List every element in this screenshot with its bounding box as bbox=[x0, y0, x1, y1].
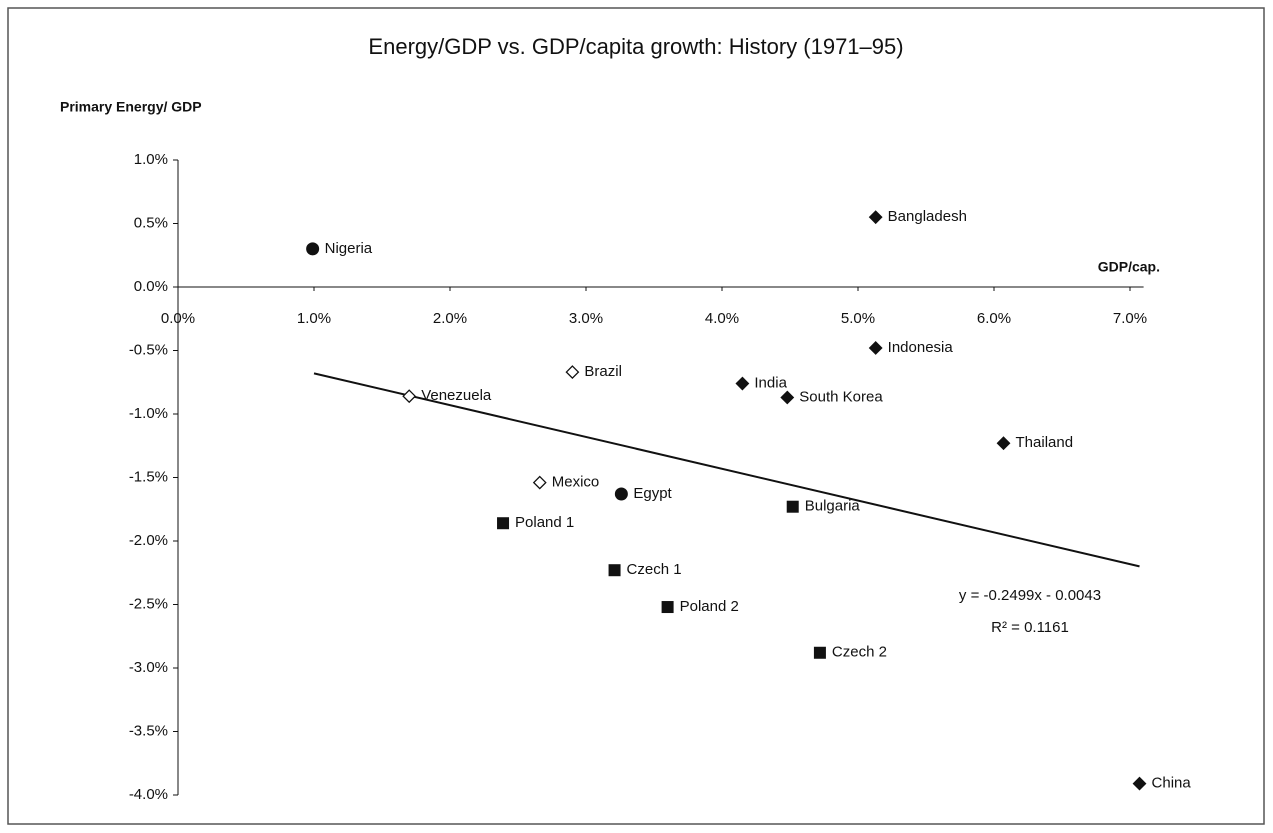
point-label: Czech 2 bbox=[832, 644, 887, 661]
point-label: Thailand bbox=[1016, 434, 1074, 451]
point bbox=[735, 376, 750, 391]
trendline bbox=[313, 372, 1140, 568]
y-tick-label: 1.0% bbox=[134, 151, 168, 168]
point-label: Poland 1 bbox=[515, 514, 574, 531]
y-tick-label: -3.0% bbox=[129, 659, 168, 676]
point-label: Indonesia bbox=[888, 339, 954, 356]
point bbox=[532, 475, 547, 490]
point-label: China bbox=[1152, 775, 1192, 792]
frame bbox=[7, 7, 1265, 825]
y-tick-label: 0.0% bbox=[134, 278, 168, 295]
point bbox=[497, 517, 510, 530]
point bbox=[813, 646, 826, 659]
trend-equation: y = -0.2499x - 0.0043 bbox=[959, 587, 1101, 604]
x-tick-label: 7.0% bbox=[1113, 310, 1147, 327]
point bbox=[306, 242, 320, 256]
point bbox=[996, 436, 1011, 451]
trend-r-squared: R² = 0.1161 bbox=[991, 619, 1069, 636]
y-tick-label: -1.0% bbox=[129, 405, 168, 422]
point bbox=[565, 365, 580, 380]
y-tick-label: -2.0% bbox=[129, 532, 168, 549]
point bbox=[1132, 776, 1147, 791]
x-tick-label: 1.0% bbox=[297, 310, 331, 327]
x-axis-title: GDP/cap. bbox=[1098, 259, 1160, 275]
point bbox=[402, 389, 417, 404]
x-tick-label: 0.0% bbox=[161, 310, 195, 327]
point-label: Venezuela bbox=[421, 387, 492, 404]
point bbox=[661, 601, 674, 614]
y-tick-label: -4.0% bbox=[129, 786, 168, 803]
point-label: South Korea bbox=[799, 388, 883, 405]
x-tick-label: 4.0% bbox=[705, 310, 739, 327]
y-tick-label: -2.5% bbox=[129, 595, 168, 612]
point-label: Czech 1 bbox=[627, 561, 682, 578]
x-tick-label: 6.0% bbox=[977, 310, 1011, 327]
x-tick-label: 3.0% bbox=[569, 310, 603, 327]
point-label: India bbox=[754, 374, 787, 391]
point-label: Bangladesh bbox=[888, 208, 967, 225]
y-tick-label: 0.5% bbox=[134, 214, 168, 231]
x-tick-label: 2.0% bbox=[433, 310, 467, 327]
y-axis-title: Primary Energy/ GDP bbox=[60, 99, 202, 115]
point bbox=[786, 500, 799, 513]
y-tick-label: -0.5% bbox=[129, 341, 168, 358]
chart-title: Energy/GDP vs. GDP/capita growth: Histor… bbox=[368, 34, 903, 59]
point-label: Poland 2 bbox=[680, 598, 739, 615]
point-label: Brazil bbox=[584, 363, 622, 380]
point-label: Nigeria bbox=[325, 240, 373, 257]
point-label: Egypt bbox=[633, 485, 672, 502]
point bbox=[868, 341, 883, 355]
x-tick-label: 5.0% bbox=[841, 310, 875, 327]
y-tick-label: -1.5% bbox=[129, 468, 168, 485]
y-tick-label: -3.5% bbox=[129, 722, 168, 739]
point bbox=[608, 564, 621, 577]
point bbox=[780, 390, 795, 405]
point bbox=[868, 210, 883, 225]
point-label: Bulgaria bbox=[805, 498, 861, 515]
point-label: Mexico bbox=[552, 474, 600, 491]
point bbox=[614, 487, 628, 501]
